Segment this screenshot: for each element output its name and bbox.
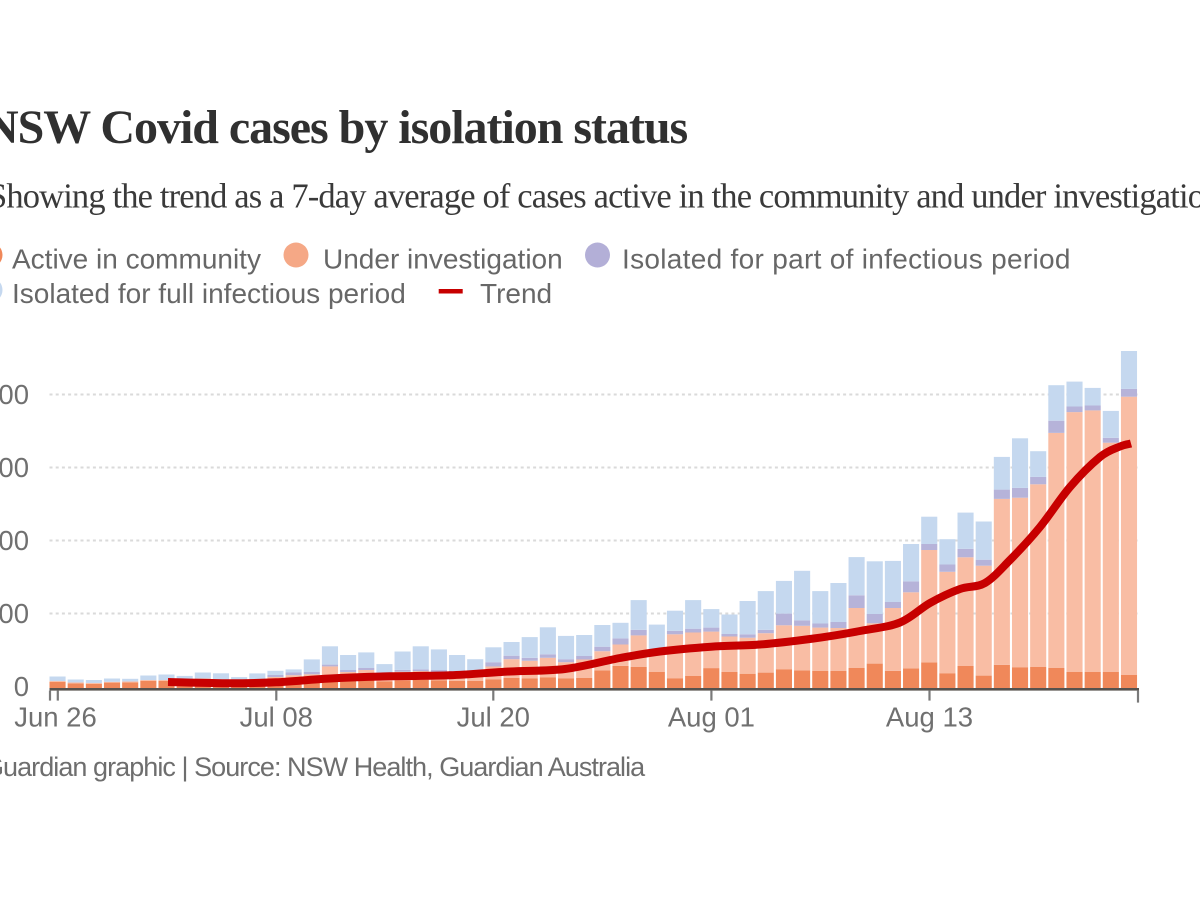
svg-text:Aug 01: Aug 01 <box>668 702 755 733</box>
svg-text:1,500: 1,500 <box>0 452 29 483</box>
svg-text:2,000: 2,000 <box>0 379 29 410</box>
svg-text:Isolated for full infectious p: Isolated for full infectious period <box>12 278 406 309</box>
svg-text:Under investigation: Under investigation <box>323 244 563 275</box>
svg-text:Isolated for part of infectiou: Isolated for part of infectious period <box>622 244 1071 275</box>
svg-text:Active in community: Active in community <box>12 244 261 275</box>
svg-text:Guardian graphic | Source: NSW: Guardian graphic | Source: NSW Health, G… <box>0 752 646 782</box>
svg-text:NSW Covid cases by isolation s: NSW Covid cases by isolation status <box>0 101 688 154</box>
svg-text:Trend: Trend <box>480 278 552 309</box>
svg-text:Jul 20: Jul 20 <box>457 702 530 733</box>
svg-text:Jun 26: Jun 26 <box>14 702 97 733</box>
svg-text:0: 0 <box>14 671 29 702</box>
svg-text:1,000: 1,000 <box>0 525 29 556</box>
svg-text:500: 500 <box>0 598 29 629</box>
svg-text:Aug 13: Aug 13 <box>886 702 973 733</box>
svg-text:Jul 08: Jul 08 <box>240 702 313 733</box>
svg-text:Showing the trend as a 7-day a: Showing the trend as a 7-day average of … <box>0 178 1200 216</box>
